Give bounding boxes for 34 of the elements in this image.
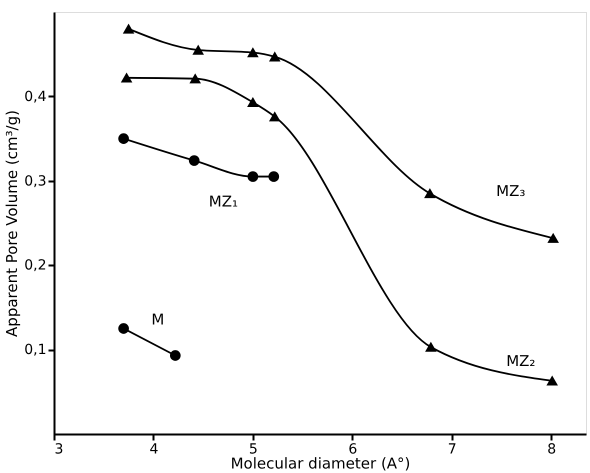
x-tick-label: 7 [448, 442, 457, 458]
point [248, 48, 258, 58]
y-axis-title: Apparent Pore Volume (cm³/g) [3, 110, 22, 337]
y-tick-label: 0,3 [24, 173, 46, 190]
point [268, 171, 280, 182]
point [118, 323, 129, 334]
point [123, 24, 134, 34]
point [190, 74, 201, 84]
x-tick-label: 5 [248, 442, 258, 458]
annotation: MZ₁ [208, 192, 238, 211]
point [269, 52, 280, 62]
point [118, 133, 129, 144]
annotation: MZ₂ [506, 352, 536, 370]
annotation: M [151, 310, 164, 329]
point [426, 342, 436, 352]
x-tick-label: 6 [348, 442, 358, 458]
annotation: MZ₃ [496, 182, 526, 200]
y-tick-label: 0,2 [24, 258, 46, 274]
y-tick-label: 0,4 [24, 88, 47, 105]
x-tick-label: 8 [547, 442, 556, 458]
point [248, 98, 258, 108]
x-tick-label: 3 [54, 442, 64, 458]
x-tick-label: 4 [149, 442, 158, 458]
x-axis-title: Molecular diameter (A°) [230, 454, 410, 472]
point [192, 45, 204, 55]
point [188, 155, 200, 166]
y-tick-label: 0,1 [24, 342, 46, 358]
point [424, 188, 436, 198]
point [170, 350, 181, 361]
point [121, 73, 132, 83]
point [269, 112, 280, 122]
point [248, 171, 258, 182]
point [548, 233, 559, 243]
point [546, 376, 558, 386]
